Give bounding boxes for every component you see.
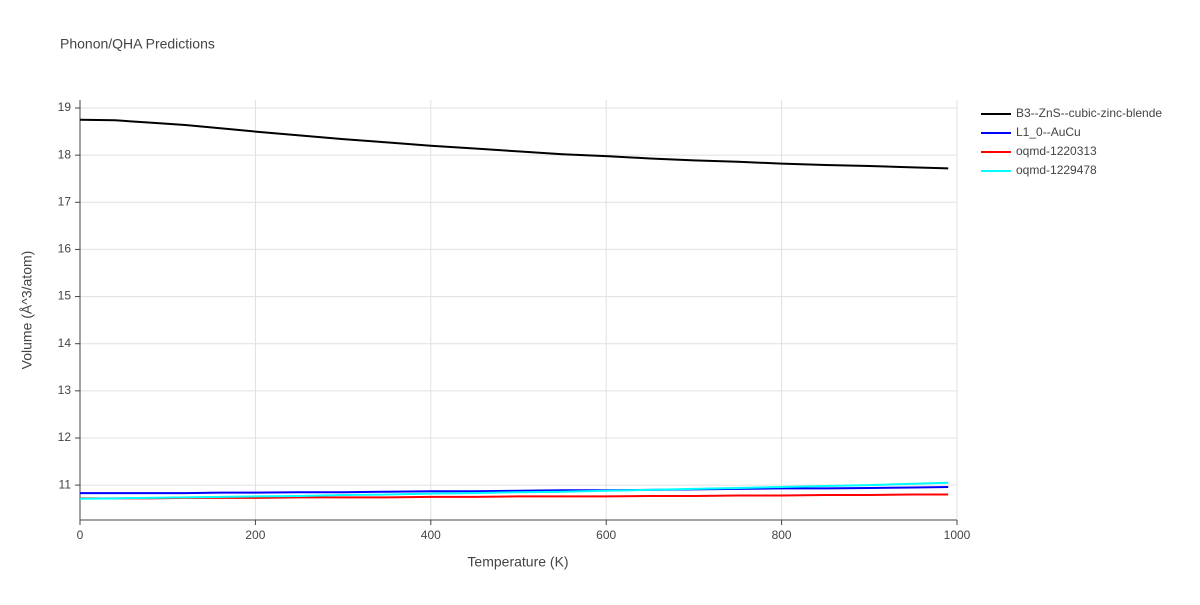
legend-label: B3--ZnS--cubic-zinc-blende — [1016, 106, 1162, 120]
x-tick-label: 600 — [596, 528, 616, 542]
chart-title: Phonon/QHA Predictions — [60, 36, 215, 52]
x-tick-label: 0 — [77, 528, 84, 542]
x-tick-label: 800 — [772, 528, 792, 542]
y-tick-label: 14 — [58, 336, 72, 350]
y-tick-label: 17 — [58, 194, 72, 208]
legend-label: L1_0--AuCu — [1016, 125, 1081, 139]
series-line — [79, 118, 949, 170]
x-tick-label: 1000 — [944, 528, 971, 542]
y-tick-label: 15 — [58, 289, 72, 303]
y-tick-label: 11 — [59, 477, 72, 491]
x-tick-label: 200 — [245, 528, 265, 542]
y-tick-label: 13 — [58, 383, 72, 397]
x-tick-label: 400 — [421, 528, 441, 542]
x-axis-label: Temperature (K) — [467, 554, 568, 570]
y-tick-label: 19 — [58, 100, 72, 114]
series-line — [80, 486, 949, 495]
y-tick-label: 12 — [58, 430, 72, 444]
y-axis-label: Volume (Å^3/atom) — [19, 251, 35, 370]
legend-label: oqmd-1229478 — [1016, 163, 1097, 177]
y-tick-label: 16 — [58, 242, 72, 256]
y-tick-label: 18 — [58, 147, 72, 161]
legend-label: oqmd-1220313 — [1016, 144, 1097, 158]
series-line — [79, 481, 949, 500]
